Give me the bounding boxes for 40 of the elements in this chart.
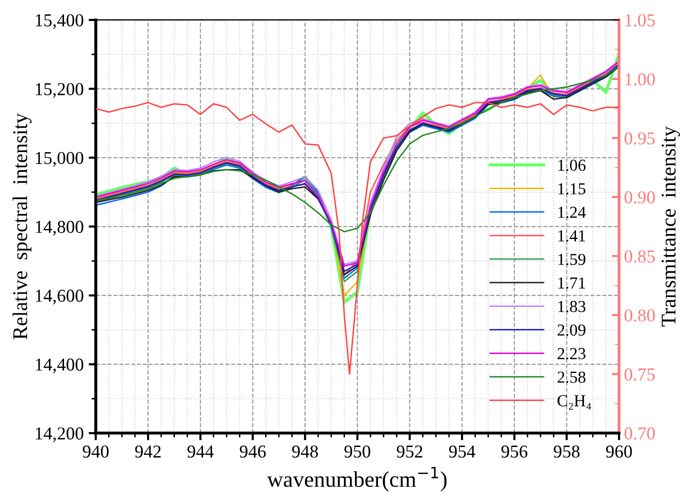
- legend-label: 1.06: [558, 160, 586, 171]
- x-tick-label: 956: [501, 446, 528, 458]
- x-tick-label: 952: [396, 446, 422, 458]
- y-tick-label: 14,800: [36, 220, 84, 236]
- legend-label: 1.15: [558, 183, 586, 194]
- y2-tick-label: 0.95: [624, 132, 655, 145]
- y-axis-title: Relative spectral intensity: [12, 113, 32, 340]
- y-tick-label: 15,000: [36, 152, 84, 167]
- y2-tick-label: 0.80: [624, 309, 655, 322]
- legend-label: C₂H₄: [558, 395, 592, 410]
- legend-label: 2.23: [558, 348, 586, 360]
- y-tick-label: 14,600: [36, 290, 84, 304]
- y2-tick-label: 0.85: [624, 250, 655, 263]
- x-tick-label: 940: [82, 445, 109, 458]
- y2-tick-label: 1.00: [625, 73, 655, 86]
- x-axis-title: wavenumber(cm$^{−1}$): [267, 466, 447, 492]
- x-tick-label: 960: [606, 445, 632, 458]
- x-tick-label: 948: [292, 445, 318, 458]
- legend-label: 2.09: [558, 324, 586, 336]
- legend-label: 1.83: [558, 300, 586, 312]
- y2-tick-label: 1.05: [625, 14, 655, 26]
- y2-axis-title: Transmittance intensity: [662, 126, 680, 326]
- x-tick-label: 946: [240, 446, 266, 458]
- y2-tick-label: 0.90: [624, 191, 655, 204]
- legend-label: 1.59: [558, 254, 586, 266]
- x-tick-label: 958: [554, 445, 580, 458]
- legend-label: 2.58: [558, 372, 586, 383]
- x-tick-label: 954: [449, 446, 476, 458]
- x-tick-label: 950: [344, 445, 370, 458]
- x-tick-label: 944: [187, 446, 214, 458]
- x-tick-label: 942: [135, 446, 161, 458]
- y-tick-label: 14,400: [36, 358, 84, 374]
- legend-label: 1.24: [558, 206, 586, 218]
- legend-label: 1.41: [558, 230, 586, 242]
- y-tick-label: 14,200: [36, 427, 84, 442]
- legend-label: 1.71: [558, 277, 586, 289]
- y2-tick-label: 0.75: [624, 368, 655, 381]
- y-tick-label: 15,400: [36, 14, 84, 29]
- y2-tick-label: 0.70: [624, 427, 655, 440]
- y-tick-label: 15,200: [36, 83, 84, 98]
